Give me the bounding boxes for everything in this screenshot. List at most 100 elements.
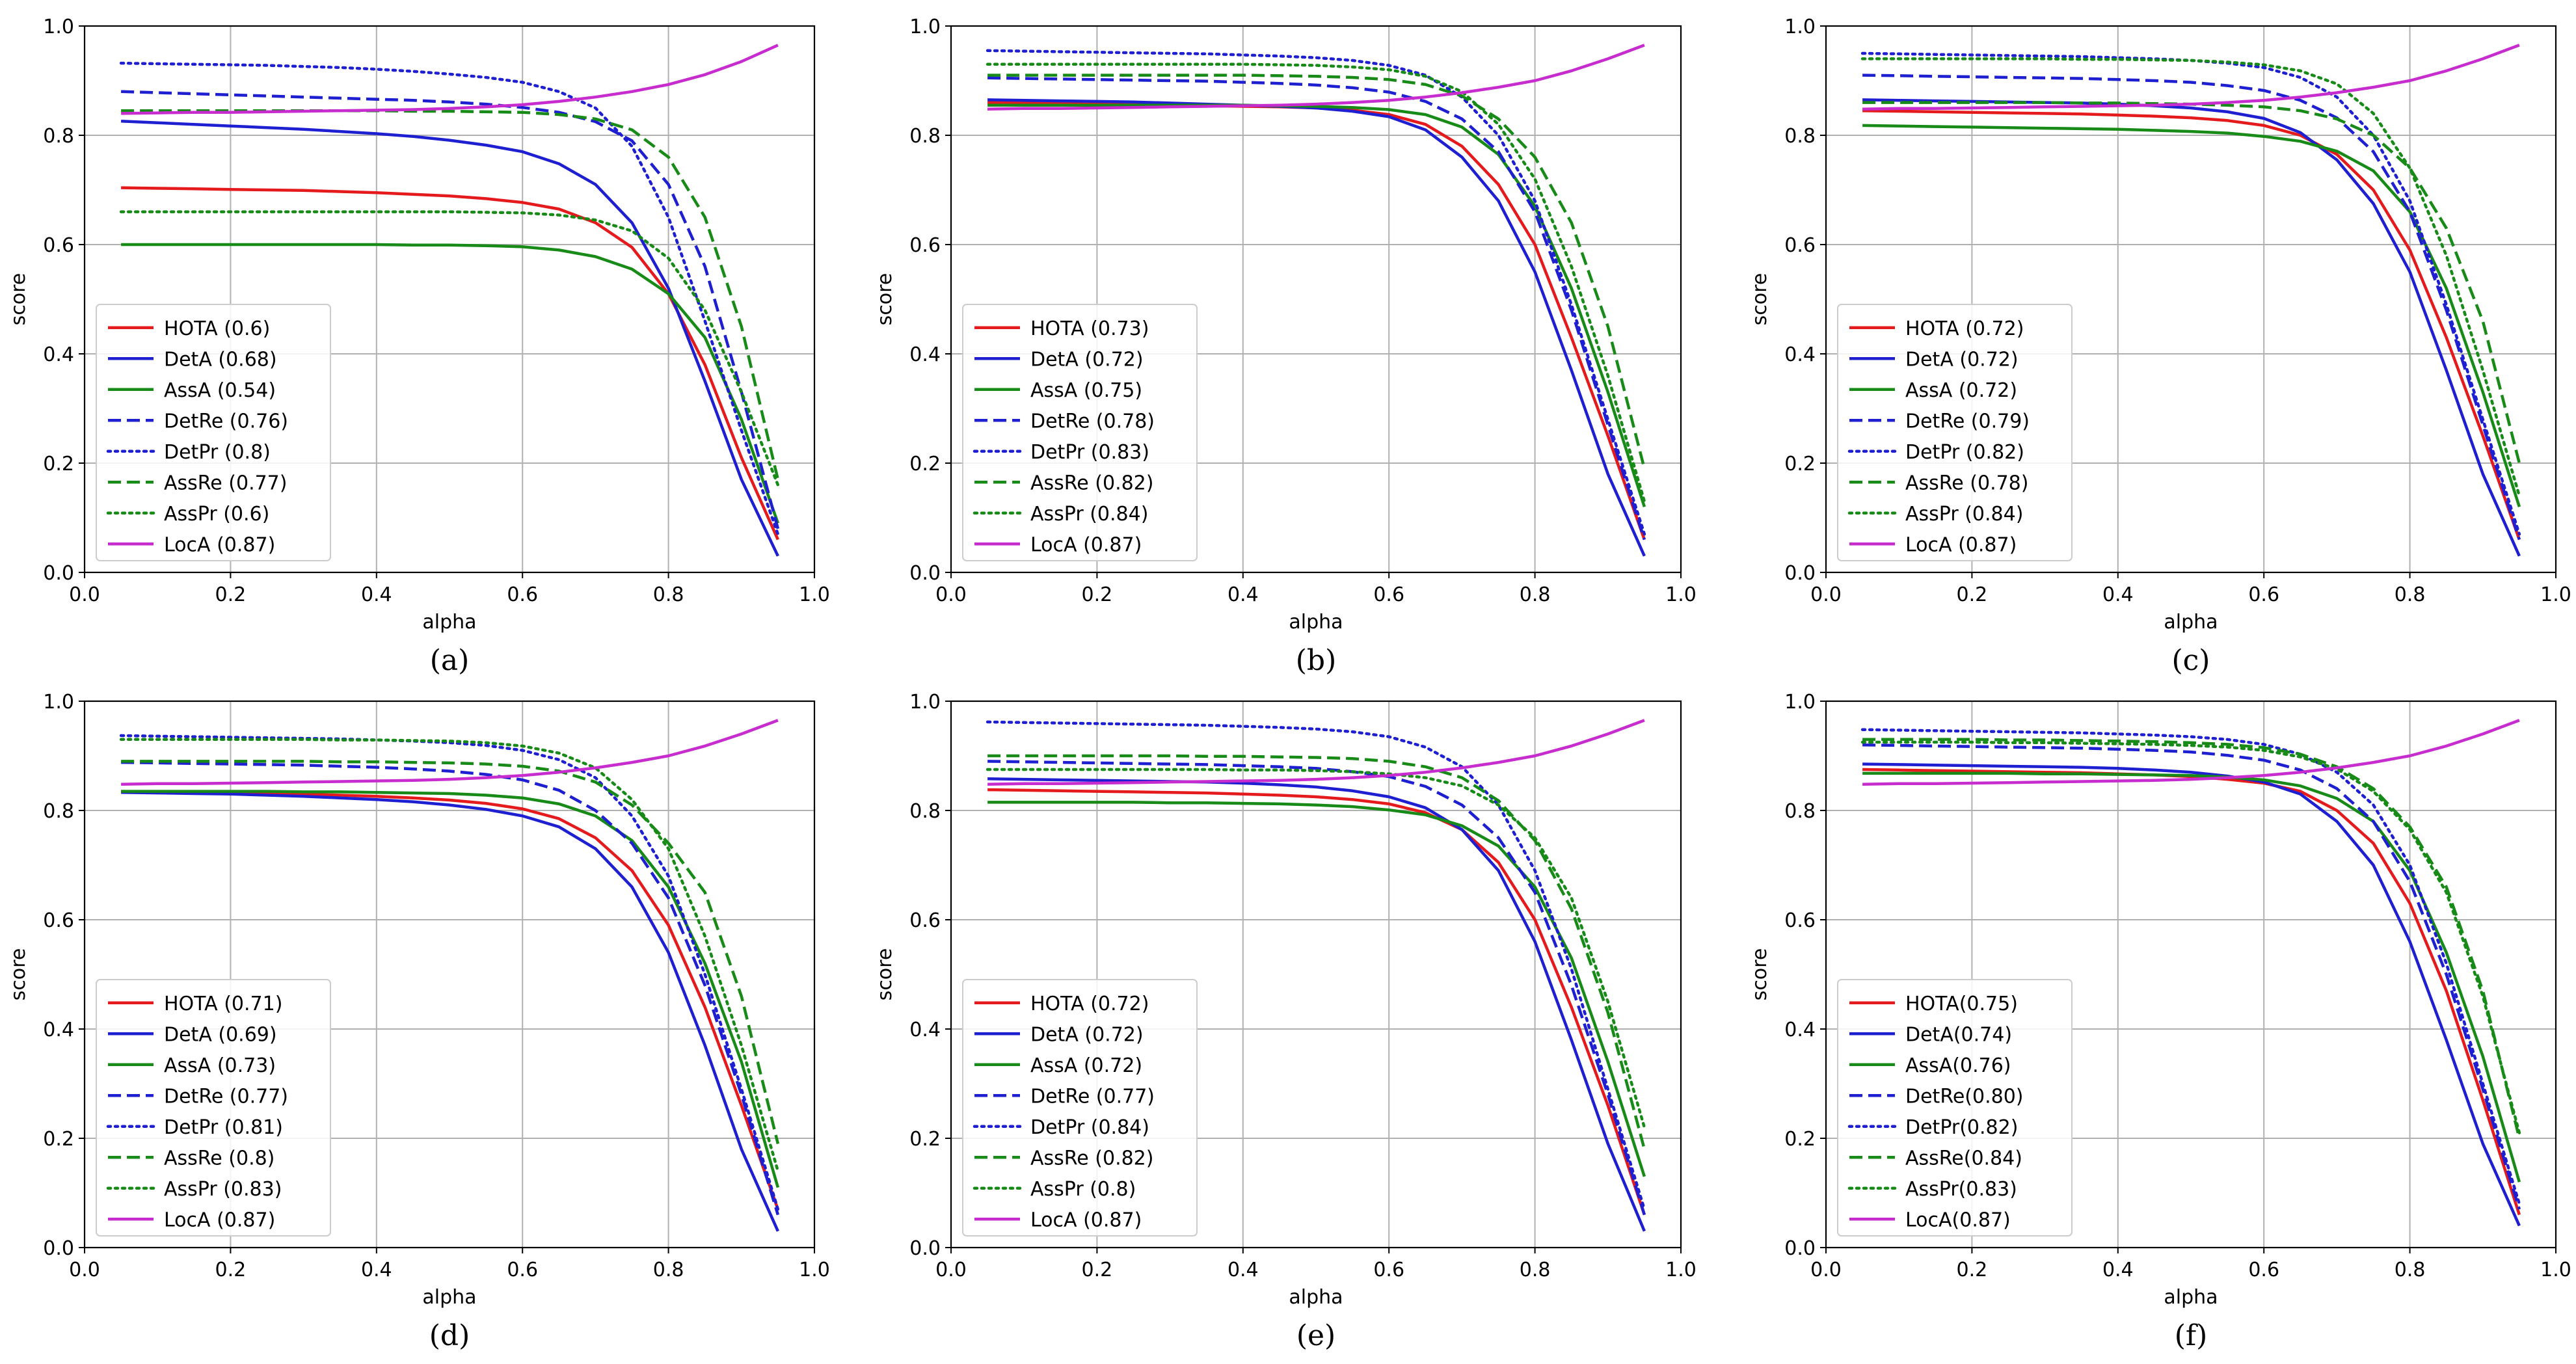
x-axis-label: alpha bbox=[2164, 1286, 2218, 1309]
y-tick-label: 1.0 bbox=[909, 16, 941, 38]
x-tick-label: 0.4 bbox=[2102, 1259, 2134, 1281]
legend-label-deta: DetA (0.72) bbox=[1030, 1023, 1144, 1046]
x-tick-label: 0.6 bbox=[2248, 1259, 2279, 1281]
x-tick-label: 0.6 bbox=[1373, 1259, 1404, 1281]
legend-label-detpr: DetPr (0.82) bbox=[1905, 441, 2024, 464]
y-tick-label: 0.4 bbox=[1784, 1019, 1816, 1041]
legend-label-deta: DetA(0.74) bbox=[1905, 1023, 2012, 1046]
series-line-asspr bbox=[119, 738, 780, 1173]
x-tick-label: 0.2 bbox=[215, 1259, 247, 1281]
y-tick-label: 0.2 bbox=[43, 453, 74, 475]
series-line-deta bbox=[1862, 762, 2521, 1227]
series-line-loca bbox=[121, 719, 779, 786]
legend-label-asspr: AssPr (0.8) bbox=[1030, 1178, 1136, 1201]
x-tick-label: 0.8 bbox=[1520, 583, 1551, 606]
x-tick-label: 0.2 bbox=[1082, 583, 1113, 606]
series-line-deta bbox=[1862, 98, 2521, 557]
legend: HOTA(0.75) DetA(0.74) AssA(0.76) DetRe(0.80… bbox=[1837, 979, 2073, 1237]
legend-label-assa: AssA (0.73) bbox=[164, 1054, 276, 1077]
series-line-detpr bbox=[119, 61, 780, 536]
series-line-detre bbox=[1862, 743, 2521, 1210]
y-tick-label: 0.0 bbox=[43, 562, 74, 585]
x-tick-label: 0.6 bbox=[507, 583, 538, 606]
legend-box bbox=[962, 304, 1198, 561]
x-axis-label: alpha bbox=[1289, 1286, 1343, 1309]
y-tick-label: 1.0 bbox=[43, 691, 74, 714]
legend-label-assa: AssA (0.72) bbox=[1030, 1054, 1142, 1077]
y-tick-label: 0.6 bbox=[909, 234, 941, 257]
legend-label-loca: LocA (0.87) bbox=[1905, 533, 2017, 556]
series-line-loca bbox=[987, 719, 1645, 786]
panel-caption: (c) bbox=[2172, 644, 2210, 677]
legend-label-hota: HOTA (0.73) bbox=[1030, 317, 1149, 340]
plot-frame bbox=[950, 700, 1682, 1249]
x-tick-label: 0.6 bbox=[507, 1259, 538, 1281]
series-line-deta bbox=[120, 119, 779, 557]
y-tick-label: 0.4 bbox=[909, 343, 941, 366]
y-tick-label: 0.6 bbox=[43, 234, 74, 257]
x-tick-label: 1.0 bbox=[799, 583, 830, 606]
series-line-detre bbox=[1862, 74, 2521, 541]
x-tick-label: 1.0 bbox=[1665, 1259, 1697, 1281]
y-axis-label: score bbox=[874, 273, 896, 326]
y-tick-label: 0.0 bbox=[43, 1237, 74, 1260]
series-line-deta bbox=[987, 98, 1646, 557]
y-tick-label: 0.4 bbox=[909, 1019, 941, 1041]
plot-frame bbox=[83, 700, 816, 1249]
y-axis-label: score bbox=[1749, 948, 1771, 1001]
legend-label-loca: LocA (0.87) bbox=[1030, 1209, 1142, 1231]
series-line-hota bbox=[1862, 109, 2521, 541]
panel-caption: (a) bbox=[430, 644, 470, 677]
legend-label-assre: AssRe (0.78) bbox=[1905, 472, 2028, 494]
chart-panel-e: 0.0 0.2 0.4 0.6 0.8 1.0 0.0 0.2 0.4 0.6 0.8 1.0 alph… bbox=[874, 691, 1697, 1352]
y-axis-label: score bbox=[1749, 273, 1771, 326]
legend-label-assre: AssRe (0.8) bbox=[164, 1147, 275, 1170]
x-tick-label: 0.4 bbox=[2102, 583, 2134, 606]
legend-label-assre: AssRe(0.84) bbox=[1905, 1147, 2022, 1170]
legend: HOTA (0.72) DetA (0.72) AssA (0.72) DetRe (… bbox=[1837, 304, 2073, 561]
x-tick-label: 0.4 bbox=[1228, 583, 1259, 606]
panel-caption: (d) bbox=[429, 1319, 470, 1352]
x-tick-label: 0.2 bbox=[1082, 1259, 1113, 1281]
series-line-assre bbox=[1862, 738, 2521, 1139]
series-line-loca bbox=[121, 44, 779, 115]
legend-label-deta: DetA (0.69) bbox=[164, 1023, 277, 1046]
legend-label-assa: AssA (0.75) bbox=[1030, 379, 1142, 402]
legend: HOTA (0.71) DetA (0.69) AssA (0.73) DetRe (… bbox=[96, 979, 331, 1237]
x-tick-label: 0.0 bbox=[1810, 583, 1842, 606]
x-tick-label: 0.6 bbox=[2248, 583, 2279, 606]
plot-frame bbox=[1825, 700, 2557, 1249]
y-tick-label: 1.0 bbox=[909, 691, 941, 714]
x-axis-label: alpha bbox=[2164, 611, 2218, 634]
legend-label-detre: DetRe (0.77) bbox=[164, 1085, 288, 1108]
legend-label-assre: AssRe (0.77) bbox=[164, 472, 287, 494]
plot-frame bbox=[950, 25, 1682, 574]
y-tick-label: 0.8 bbox=[1784, 800, 1816, 823]
x-axis-label: alpha bbox=[1289, 611, 1343, 634]
x-tick-label: 0.0 bbox=[1810, 1259, 1842, 1281]
legend-label-deta: DetA (0.68) bbox=[164, 348, 277, 371]
x-tick-label: 0.6 bbox=[1373, 583, 1404, 606]
series-line-assa bbox=[1862, 771, 2521, 1183]
legend-label-detre: DetRe(0.80) bbox=[1905, 1085, 2023, 1108]
series-line-detpr bbox=[986, 720, 1646, 1211]
series-line-detpr bbox=[119, 734, 780, 1211]
legend-box bbox=[96, 979, 331, 1237]
y-tick-label: 1.0 bbox=[43, 16, 74, 38]
series-line-loca bbox=[987, 44, 1645, 111]
legend-label-hota: HOTA (0.72) bbox=[1905, 317, 2024, 340]
x-tick-label: 1.0 bbox=[2540, 1259, 2571, 1281]
series-line-detre bbox=[121, 760, 780, 1216]
legend-label-loca: LocA (0.87) bbox=[1030, 533, 1142, 556]
y-tick-label: 0.8 bbox=[43, 125, 74, 148]
x-tick-label: 0.8 bbox=[2395, 1259, 2426, 1281]
x-tick-label: 0.0 bbox=[69, 583, 100, 606]
legend-label-loca: LocA (0.87) bbox=[164, 533, 275, 556]
y-tick-label: 0.8 bbox=[909, 800, 941, 823]
legend-box bbox=[1837, 979, 2073, 1237]
x-tick-label: 0.0 bbox=[935, 583, 967, 606]
series-line-assa bbox=[987, 801, 1646, 1177]
series-line-detre bbox=[987, 760, 1646, 1216]
legend-label-hota: HOTA (0.72) bbox=[1030, 993, 1149, 1015]
